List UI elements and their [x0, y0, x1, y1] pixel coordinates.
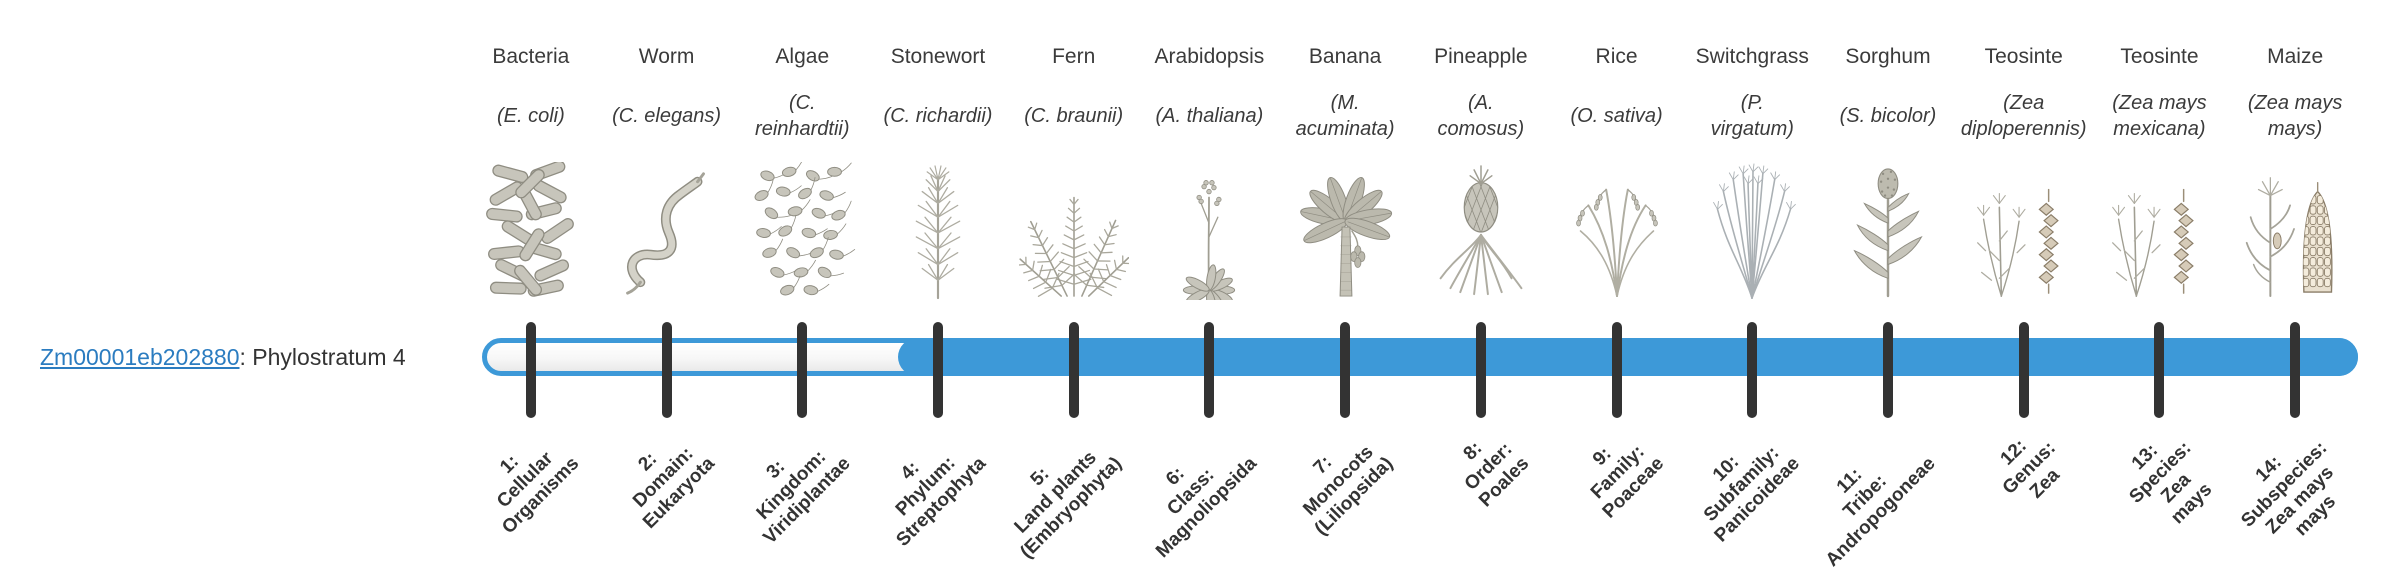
stratum-tick-9 [1611, 322, 1622, 418]
organism-name-algae: Algae [775, 45, 830, 68]
stratum-label-3: 3: Kingdom: Viridiplantae [752, 446, 855, 549]
organism-latin-name-rice: (O. sativa) [1570, 105, 1663, 127]
organism-name-switchgrass: Switchgrass [1695, 45, 1809, 68]
gene-phylostratum-text: : Phylostratum 4 [239, 343, 406, 370]
banana-icon [1277, 158, 1413, 300]
stratum-tick-12 [2018, 322, 2029, 418]
stratum-tick-1 [525, 322, 536, 418]
organism-latin-name-teosinte: (Zea mays mexicana) [2112, 92, 2207, 140]
stratum-tick-13 [2154, 322, 2165, 418]
stratum-tick-3 [797, 322, 808, 418]
stratum-label-7: 7: Monocots (Liliopsida) [1299, 441, 1397, 540]
organism-name-worm: Worm [638, 45, 695, 68]
stratum-label-8: 8: Order: Poales [1459, 437, 1533, 512]
organism-latin-name-stonewort: (C. richardii) [883, 105, 993, 127]
organism-latin-name-arabidopsis: (A. thaliana) [1155, 105, 1264, 127]
organism-latin-name-banana: (M. acuminata) [1295, 92, 1395, 140]
organism-name-teosinte: Teosinte [2120, 45, 2199, 68]
stratum-label-5: 5: Land plants (Embryophyta) [1010, 447, 1126, 563]
organism-icons-row [463, 158, 2363, 300]
strata-columns: Bacteria Worm Algae Stonewort Fern Arabidopsi… [463, 0, 2363, 580]
organism-name-banana: Banana [1308, 45, 1382, 68]
stratum-label-2: 2: Domain: Eukaryota [628, 443, 719, 533]
organism-latin-name-bacteria: (E. coli) [496, 105, 565, 127]
gene-label: Zm00001eb202880: Phylostratum 4 [40, 338, 406, 376]
bacteria-icon [463, 158, 599, 300]
stratum-tick-7 [1340, 322, 1351, 418]
organism-names-row: Bacteria Worm Algae Stonewort Fern Arabidopsi… [463, 40, 2363, 74]
organism-latin-name-maize: (Zea mays mays) [2247, 92, 2343, 140]
pineapple-icon [1413, 158, 1549, 300]
algae-icon [734, 158, 870, 300]
organism-name-rice: Rice [1595, 45, 1638, 68]
rice-icon [1549, 158, 1685, 300]
teosinte-icon [1956, 158, 2092, 300]
stratum-tick-14 [2290, 322, 2301, 418]
stratum-label-1: 1: Cellular Organisms [492, 447, 583, 538]
stratum-tick-6 [1204, 322, 1215, 418]
stratum-label-13: 13: Species: Zea mays [2125, 437, 2217, 529]
arabidopsis-icon [1142, 158, 1278, 300]
organism-name-stonewort: Stonewort [890, 45, 986, 68]
fern-icon [1006, 158, 1142, 300]
organism-latin-name-algae: (C. reinhardtii) [755, 92, 850, 140]
organism-latin-name-worm: (C. elegans) [612, 105, 722, 127]
organism-name-bacteria: Bacteria [492, 45, 570, 68]
phylostratum-bar-row [463, 300, 2363, 418]
stratum-label-9: 9: Family: Poaceae [1587, 441, 1669, 523]
organism-name-fern: Fern [1052, 45, 1096, 68]
organism-name-sorghum: Sorghum [1845, 45, 1931, 68]
worm-icon [599, 158, 735, 300]
organism-latin-name-teosinte: (Zea diploperennis) [1960, 92, 2087, 140]
stratum-label-6: 6: Class: Magnoliopsida [1152, 452, 1262, 562]
stratum-tick-8 [1475, 322, 1486, 418]
organism-name-maize: Maize [2267, 45, 2324, 68]
organism-latin-name-switchgrass: (P. virgatum) [1710, 92, 1794, 140]
stonewort-icon [870, 158, 1006, 300]
stratum-tick-2 [661, 322, 672, 418]
stratum-labels-row: 1: Cellular Organisms 2: Domain: Eukaryot… [463, 410, 2363, 580]
phylostratum-bar-fill [898, 338, 2358, 376]
stratum-label-11: 11: Tribe: Andropogoneae [1821, 452, 1940, 571]
organism-latin-name-pineapple: (A. comosus) [1437, 92, 1525, 140]
stratum-tick-4 [933, 322, 943, 418]
organism-latin-name-fern: (C. braunii) [1024, 105, 1124, 127]
stratum-tick-10 [1747, 322, 1758, 418]
teosinte-icon [2092, 158, 2228, 300]
switchgrass-icon [1684, 158, 1820, 300]
organism-latin-name-sorghum: (S. bicolor) [1839, 105, 1937, 127]
stratum-tick-11 [1883, 322, 1893, 418]
gene-link[interactable]: Zm00001eb202880 [40, 343, 240, 370]
organism-name-arabidopsis: Arabidopsis [1154, 45, 1265, 68]
organism-latin-row: (E. coli) (C. elegans) (C. reinhardtii) (C.… [463, 74, 2363, 158]
organism-name-teosinte: Teosinte [1984, 45, 2063, 68]
stratum-label-12: 12: Genus: Zea [1996, 435, 2064, 503]
maize-icon [2227, 158, 2363, 300]
stratum-label-14: 14: Subspecies: Zea mays mays [2237, 437, 2340, 540]
stratum-tick-5 [1068, 322, 1079, 418]
organism-name-pineapple: Pineapple [1434, 45, 1528, 68]
stratum-label-4: 4: Phylum: Streptophyta [891, 452, 990, 551]
sorghum-icon [1820, 158, 1956, 300]
stratum-label-10: 10: Subfamily: Panicoideae [1700, 442, 1805, 547]
